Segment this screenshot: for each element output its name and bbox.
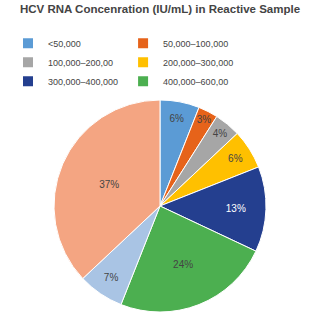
svg-text:300,000–400,000: 300,000–400,000 [48,77,118,87]
svg-text:4%: 4% [213,128,228,139]
svg-text:6%: 6% [228,153,243,164]
svg-text:24%: 24% [173,259,193,270]
svg-text:HCV RNA Concenration (IU/mL) i: HCV RNA Concenration (IU/mL) in Reactive… [20,3,300,15]
svg-text:7%: 7% [104,272,119,283]
svg-text:200,000–300,000: 200,000–300,000 [163,58,233,68]
svg-text:50,000–100,000: 50,000–100,000 [163,39,228,49]
svg-text:6%: 6% [169,113,184,124]
svg-text:400,000–600,00: 400,000–600,00 [163,77,228,87]
svg-text:3%: 3% [197,114,212,125]
svg-text:100,000–200,00: 100,000–200,00 [48,58,113,68]
svg-text:37%: 37% [99,179,119,190]
svg-text:<50,000: <50,000 [48,39,81,49]
svg-text:13%: 13% [226,203,246,214]
